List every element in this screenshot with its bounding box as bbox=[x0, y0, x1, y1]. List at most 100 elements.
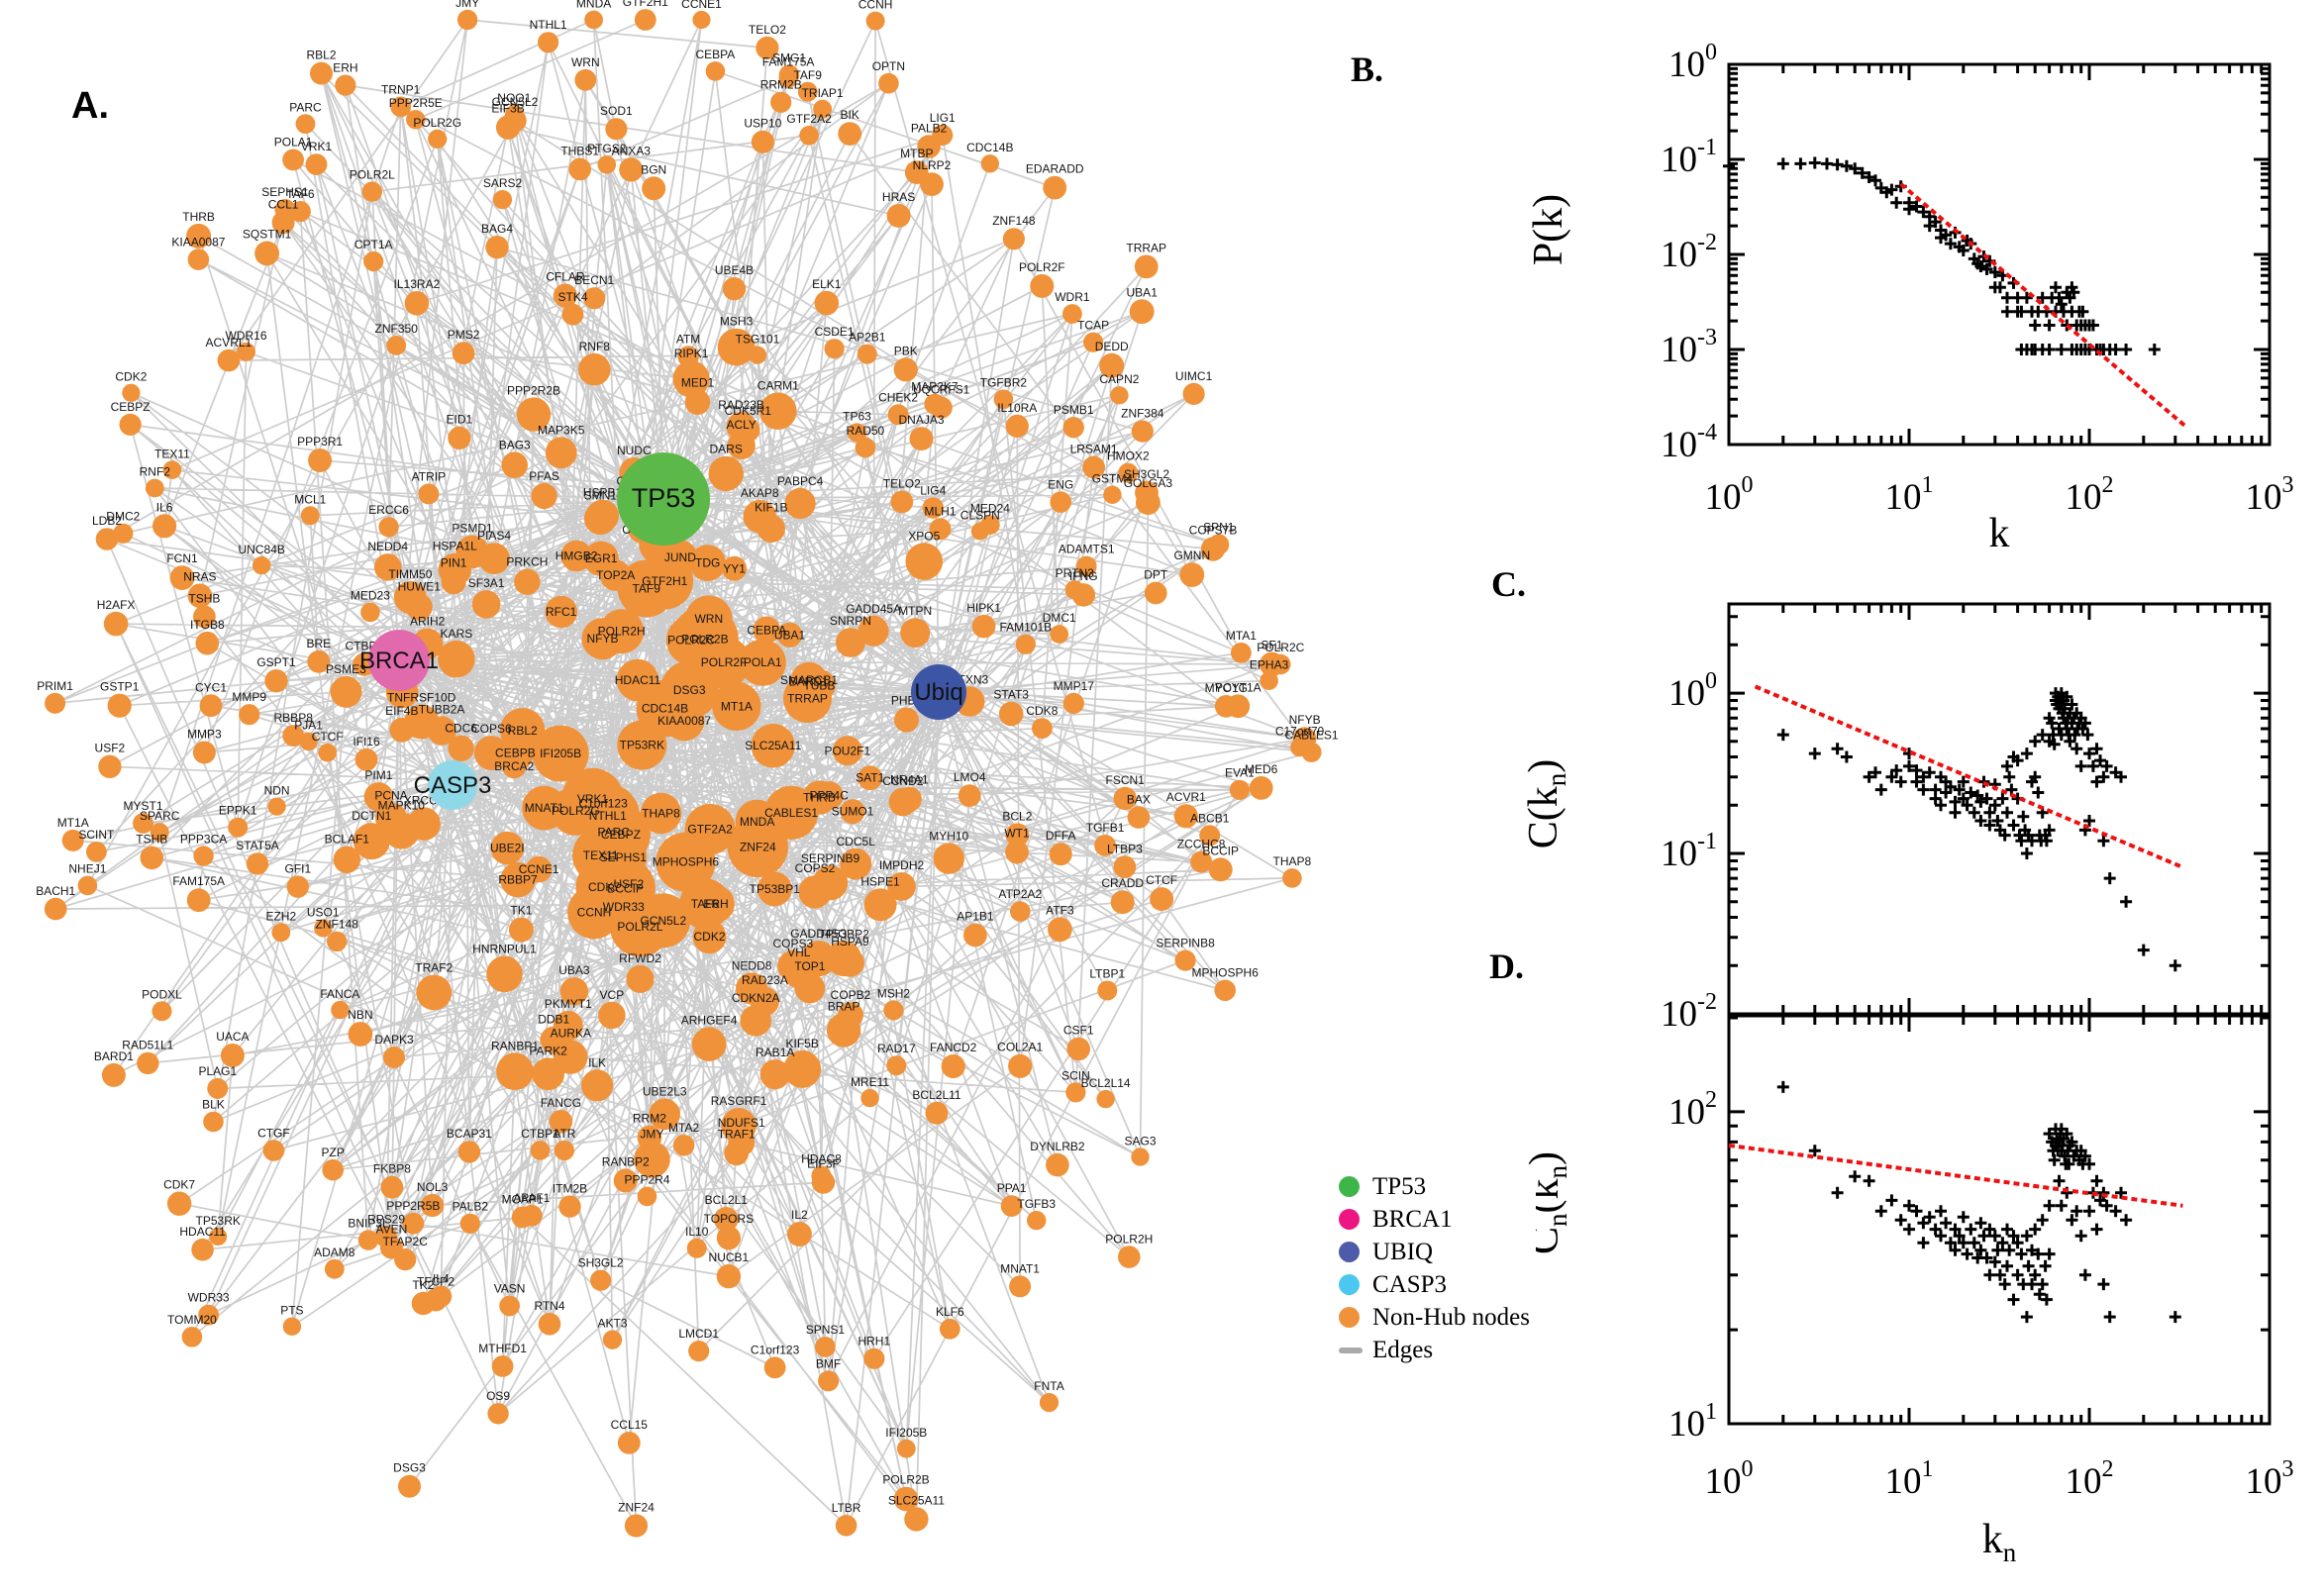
gene-label: GADD45A bbox=[846, 602, 901, 616]
gene-label: BMF bbox=[816, 1356, 841, 1370]
gene-label: C1orf123 bbox=[751, 1343, 800, 1356]
gene-label: GSTM4 bbox=[1092, 472, 1134, 486]
gene-label: POLR2H bbox=[598, 625, 646, 639]
gene-label: NQO1 bbox=[497, 91, 531, 105]
gene-label: USO1 bbox=[307, 905, 340, 919]
gene-label: SPNS1 bbox=[806, 1323, 846, 1337]
gene-label: HNRNPUL1 bbox=[472, 943, 537, 956]
axis-ticks bbox=[1727, 604, 2272, 1016]
gene-label: RTN4 bbox=[534, 1299, 564, 1313]
gene-label: TRAF2 bbox=[415, 961, 453, 975]
legend-edge-swatch bbox=[1339, 1347, 1363, 1353]
gene-label: GOLGA3 bbox=[1124, 476, 1173, 490]
gene-label: SMARCB1 bbox=[780, 673, 838, 687]
gene-label: CSDE1 bbox=[815, 325, 855, 339]
gene-label: EIF3B bbox=[491, 102, 524, 116]
gene-label: PCYT1A bbox=[1215, 680, 1262, 694]
gene-label: RAD23B bbox=[718, 398, 764, 412]
gene-label: FSCN1 bbox=[1106, 773, 1146, 787]
gene-label: SH3GL2 bbox=[1124, 467, 1169, 481]
gene-label: TOP2A bbox=[596, 568, 635, 582]
gene-label: CEBPA bbox=[696, 48, 736, 61]
gene-label: BAG3 bbox=[499, 438, 531, 451]
gene-label: BACH1 bbox=[36, 884, 75, 898]
gene-label: STK4 bbox=[557, 290, 587, 304]
gene-label: TAF6 bbox=[286, 187, 315, 201]
gene-label: CDK5R1 bbox=[725, 404, 772, 418]
gene-label: IL10 bbox=[685, 1225, 709, 1239]
gene-label: FKBP8 bbox=[373, 1162, 411, 1176]
legend-item-brca1: BRCA1 bbox=[1339, 1203, 1530, 1236]
gene-label: DSG3 bbox=[393, 1461, 426, 1475]
gene-label: MTPN bbox=[898, 604, 932, 618]
svg-text:103: 103 bbox=[2246, 472, 2294, 518]
gene-label: DARS bbox=[710, 443, 743, 456]
gene-label: RASGRF1 bbox=[711, 1094, 767, 1108]
gene-label: THRB bbox=[182, 210, 215, 224]
gene-label: PSMD1 bbox=[452, 522, 493, 536]
svg-text:101: 101 bbox=[1668, 1399, 1717, 1445]
gene-label: H2AFX bbox=[97, 598, 136, 612]
gene-label: CTBP1 bbox=[521, 1127, 559, 1141]
gene-label: CSF1 bbox=[1063, 1024, 1094, 1038]
gene-label: MPHOSPH6 bbox=[653, 855, 720, 869]
gene-label: PRIM1 bbox=[37, 679, 73, 693]
gene-label: UBE4B bbox=[715, 263, 754, 277]
gene-label: PSME3 bbox=[326, 662, 366, 676]
gene-label: TAF9 bbox=[793, 68, 822, 82]
gene-label: SERPINB9 bbox=[801, 851, 860, 865]
gene-label: SNRPN bbox=[830, 614, 871, 628]
gene-label: DMC2 bbox=[106, 510, 140, 524]
gene-label: PARC bbox=[289, 100, 322, 114]
gene-label: RBBP7 bbox=[498, 873, 538, 887]
gene-label: GSPT1 bbox=[256, 655, 296, 669]
scatter-points bbox=[1776, 687, 2181, 972]
gene-label: POLR2G bbox=[552, 804, 600, 818]
gene-label: HDAC8 bbox=[801, 1152, 842, 1166]
gene-label: HSPA1L bbox=[433, 540, 477, 553]
gene-label: SLC25A11 bbox=[888, 1493, 945, 1507]
gene-label: CCNH bbox=[858, 0, 893, 12]
gene-label: BECN1 bbox=[574, 273, 614, 287]
gene-label: ATRIP bbox=[412, 469, 446, 483]
panel-a-label: A. bbox=[71, 85, 109, 127]
gene-label: POLA1 bbox=[274, 136, 313, 150]
gene-label: IFNG bbox=[1069, 569, 1098, 583]
gene-label: PFAS bbox=[529, 469, 559, 483]
gene-label: CARM1 bbox=[758, 378, 799, 392]
gene-label: NOL3 bbox=[417, 1180, 449, 1194]
gene-label: TGFB3 bbox=[1017, 1197, 1056, 1211]
gene-label: ATP2A2 bbox=[998, 887, 1042, 901]
gene-label: LTBP1 bbox=[1089, 967, 1125, 981]
gene-label: HMGB2 bbox=[556, 549, 598, 563]
gene-label: DEDD bbox=[1095, 340, 1129, 353]
gene-label: MT1A bbox=[57, 816, 89, 830]
gene-label: TELO2 bbox=[749, 23, 786, 37]
gene-label: UBE2L3 bbox=[643, 1085, 687, 1099]
gene-label: THAP8 bbox=[642, 807, 680, 821]
fit-line bbox=[1899, 182, 2189, 430]
gene-label: PPP2R5B bbox=[386, 1199, 440, 1213]
gene-label: POLR2C bbox=[667, 634, 715, 648]
gene-label: SEPHS1 bbox=[600, 850, 648, 864]
gene-label: MED23 bbox=[351, 589, 390, 603]
gene-label: MMP3 bbox=[187, 728, 222, 742]
gene-label: RANBP2 bbox=[602, 1155, 650, 1169]
gene-label: CEBPZ bbox=[111, 400, 151, 414]
gene-label: TP53BP1 bbox=[750, 882, 801, 896]
gene-label: DMC1 bbox=[1043, 611, 1076, 625]
gene-label: USF2 bbox=[613, 877, 644, 891]
gene-label: HRAS bbox=[882, 190, 915, 204]
gene-label: BRAP bbox=[828, 999, 860, 1013]
gene-label: CRADD bbox=[1101, 876, 1144, 890]
gene-label: IFI205B bbox=[885, 1426, 927, 1440]
gene-label: ERH bbox=[703, 897, 728, 911]
gene-label: RFWD2 bbox=[619, 951, 661, 965]
gene-label: MMP17 bbox=[1054, 679, 1095, 693]
gene-label: WDR33 bbox=[603, 900, 645, 914]
gene-label: VASN bbox=[494, 1282, 526, 1296]
gene-label: DDB1 bbox=[538, 1013, 569, 1027]
gene-label: CDK8 bbox=[1026, 704, 1058, 718]
gene-label: EPPK1 bbox=[219, 804, 257, 818]
gene-label: SARS2 bbox=[483, 176, 523, 190]
